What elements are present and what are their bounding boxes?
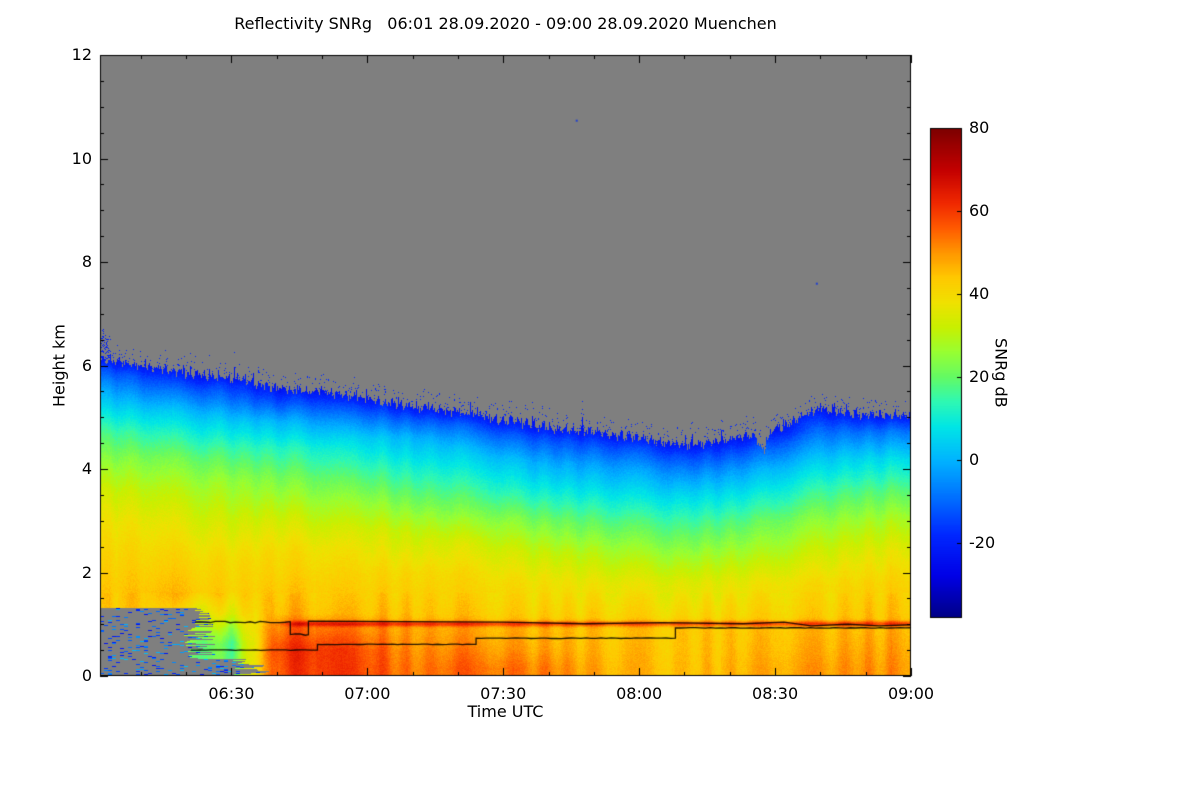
y-tick-label: 4 xyxy=(81,459,92,478)
colorbar-tick-label: 60 xyxy=(969,201,990,221)
x-tick-label: 08:00 xyxy=(616,684,663,703)
y-tick-label: 10 xyxy=(71,148,92,168)
y-tick-label: 8 xyxy=(81,252,92,271)
x-tick-label: 09:00 xyxy=(887,684,935,703)
colorbar-tick-label: -20 xyxy=(969,533,996,553)
colorbar-tick-label: 40 xyxy=(969,284,990,304)
y-tick-label: 6 xyxy=(81,355,92,375)
chart-title: Reflectivity SNRg 06:01 28.09.2020 - 09:… xyxy=(234,14,777,33)
x-tick-label: 06:30 xyxy=(208,684,255,703)
colorbar-tick-label: 20 xyxy=(969,367,990,387)
x-tick-label: 07:30 xyxy=(480,684,527,703)
colorbar-tick-label: 0 xyxy=(969,450,980,470)
x-axis-label: Time UTC xyxy=(467,702,544,721)
y-tick-label: 0 xyxy=(81,666,92,685)
y-tick-label: 12 xyxy=(71,45,92,64)
x-tick-label: 07:00 xyxy=(344,684,391,703)
x-tick-label: 08:30 xyxy=(752,684,799,703)
y-tick-label: 2 xyxy=(81,562,92,582)
colorbar-label: SNRg dB xyxy=(991,338,1011,408)
colorbar-tick-label: 80 xyxy=(969,118,990,137)
